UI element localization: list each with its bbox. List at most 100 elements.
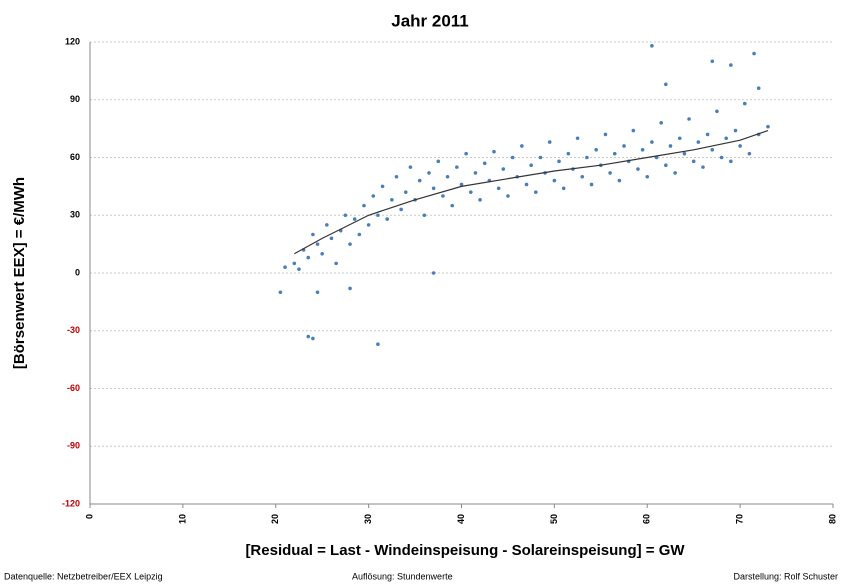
scatter-point [278, 290, 283, 295]
scatter-point [729, 63, 733, 67]
scatter-point [311, 232, 315, 237]
scatter-point [538, 155, 543, 160]
scatter-point [547, 140, 552, 144]
scatter-point [589, 182, 594, 187]
y-tick-label: 0 [75, 267, 80, 277]
scatter-point [617, 178, 622, 183]
scatter-point [668, 144, 673, 148]
scatter-point [436, 159, 441, 164]
scatter-point [710, 148, 715, 152]
scatter-point [348, 286, 352, 291]
scatter-point [594, 148, 598, 152]
scatter-point [445, 174, 450, 179]
scatter-point [715, 109, 719, 114]
footer-left: Datenquelle: Netzbetreiber/EEX Leipzig [4, 571, 163, 581]
x-tick-label: 30 [363, 514, 373, 524]
y-tick-label: 30 [70, 210, 80, 220]
scatter-point [506, 194, 510, 198]
x-tick-label: 60 [642, 514, 652, 524]
scatter-point [478, 198, 482, 202]
scatter-point [315, 290, 320, 295]
scatter-point [710, 59, 715, 64]
scatter-point [650, 140, 654, 144]
scatter-point [376, 213, 380, 218]
scatter-point [524, 182, 529, 187]
scatter-point [631, 128, 636, 133]
y-tick-label: -30 [67, 325, 80, 335]
scatter-point [664, 163, 668, 167]
scatter-point [664, 82, 668, 87]
scatter-point [496, 186, 501, 191]
scatter-point [482, 161, 487, 166]
y-tick-label: -90 [67, 441, 80, 451]
scatter-point [701, 165, 705, 169]
x-axis-label: [Residual = Last - Windeinspeisung - Sol… [245, 542, 685, 559]
scatter-point [459, 182, 464, 187]
scatter-point [580, 174, 585, 179]
scatter-point [376, 342, 380, 347]
scatter-point [380, 184, 385, 189]
x-tick-label: 70 [735, 514, 745, 524]
scatter-point [501, 167, 506, 171]
scatter-point [450, 203, 455, 208]
scatter-point [306, 334, 311, 339]
scatter-point [729, 159, 733, 164]
x-tick-label: 20 [270, 514, 280, 524]
scatter-point [691, 159, 696, 164]
footer-right: Darstellung: Rolf Schuster [733, 571, 838, 581]
scatter-point [742, 101, 747, 106]
scatter-point [534, 190, 538, 194]
y-tick-label: -60 [67, 383, 80, 393]
scatter-point [603, 132, 608, 137]
scatter-point [719, 155, 724, 160]
scatter-point [612, 151, 617, 156]
scatter-point [394, 174, 399, 179]
scatter-point [575, 136, 580, 141]
scatter-point [473, 171, 478, 175]
x-tick-label: 40 [456, 514, 466, 524]
scatter-point [357, 232, 362, 237]
scatter-point [417, 178, 422, 183]
scatter-point [608, 171, 612, 175]
y-tick-label: 90 [70, 94, 80, 104]
scatter-point [320, 251, 324, 256]
scatter-point [422, 213, 427, 218]
scatter-point [408, 165, 413, 169]
scatter-point [431, 186, 436, 191]
scatter-point [561, 186, 566, 191]
scatter-point [283, 265, 287, 270]
x-tick-label: 10 [177, 514, 187, 524]
scatter-point [362, 203, 366, 208]
scatter-point [640, 148, 645, 152]
scatter-point [464, 151, 468, 156]
scatter-point [677, 136, 682, 141]
y-tick-label: 60 [70, 152, 80, 162]
x-tick-label: 80 [827, 514, 837, 524]
scatter-point [427, 171, 431, 175]
scatter-point [756, 86, 761, 90]
scatter-point [292, 261, 297, 266]
scatter-point [645, 174, 650, 179]
scatter-point [747, 151, 752, 156]
scatter-point [687, 117, 691, 121]
scatter-point [682, 151, 687, 156]
scatter-point [311, 336, 315, 341]
scatter-point [733, 128, 738, 133]
scatter-point [343, 213, 348, 218]
scatter-point [705, 132, 710, 137]
y-axis-label: [Börsenwert EEX] = €/MWh [11, 177, 28, 369]
scatter-point [520, 144, 524, 148]
scatter-point [455, 165, 459, 169]
scatter-point [325, 223, 329, 227]
scatter-point [371, 194, 376, 198]
scatter-point [329, 236, 334, 241]
scatter-point [724, 136, 728, 141]
scatter-point [766, 124, 770, 129]
scatter-point [529, 163, 533, 167]
scatter-point [441, 194, 445, 198]
trendline [294, 129, 769, 255]
scatter-point [399, 207, 403, 212]
x-tick-label: 0 [84, 514, 94, 519]
scatter-point [431, 271, 436, 275]
